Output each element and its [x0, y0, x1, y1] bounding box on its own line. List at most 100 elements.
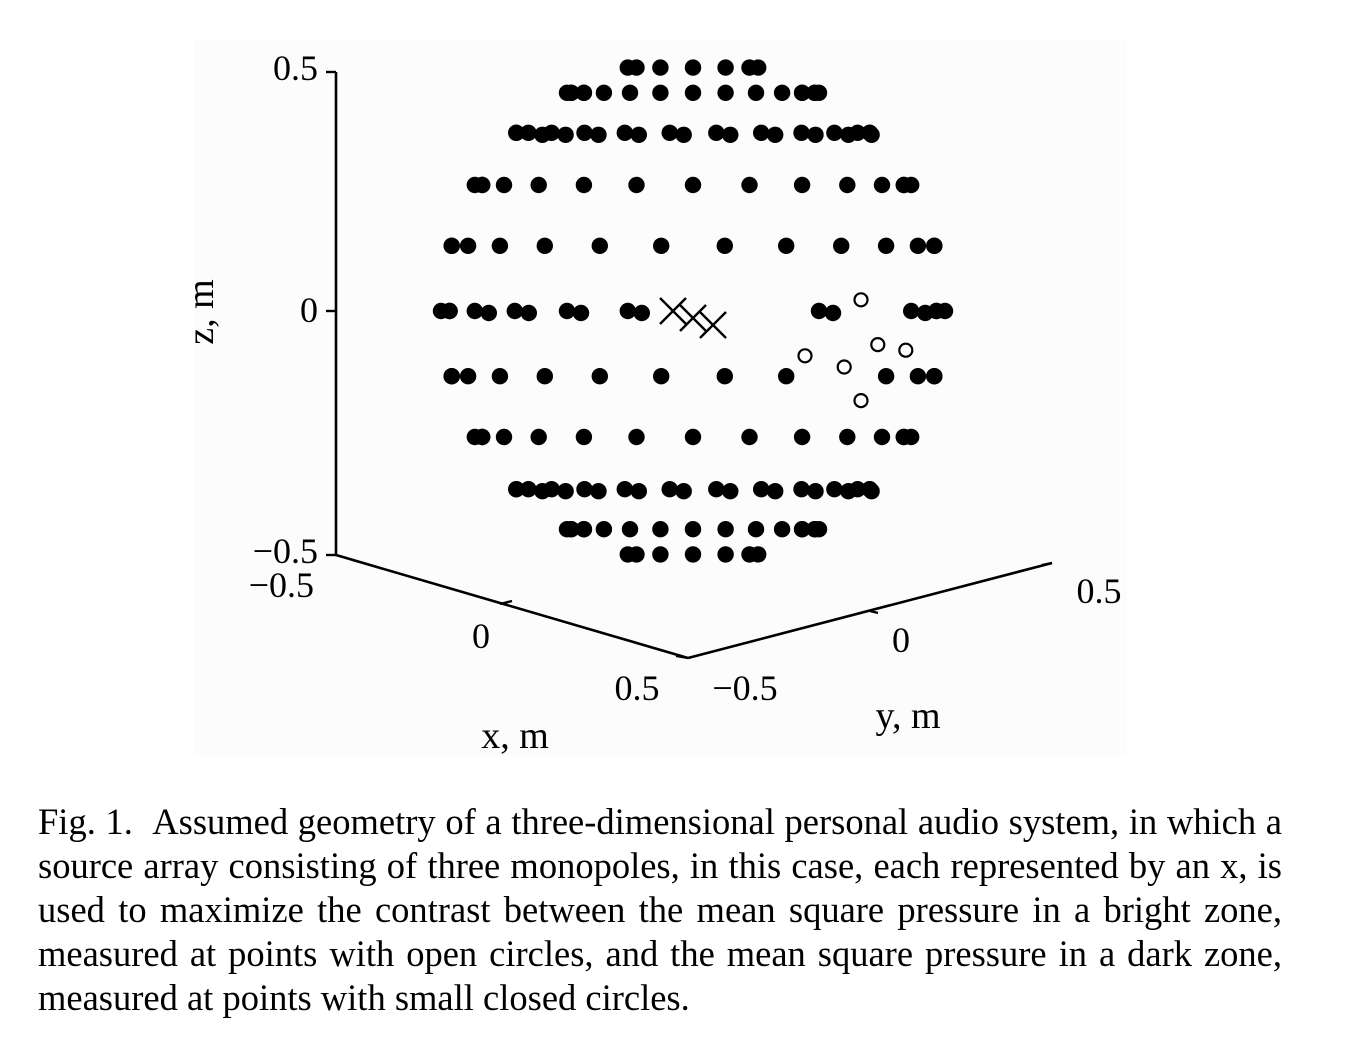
y-axis-label: y, m	[875, 695, 940, 737]
dark-zone-point	[793, 481, 810, 498]
dark-zone-point	[675, 126, 692, 143]
source-monopole-marker	[659, 297, 687, 325]
dark-zone-point	[480, 304, 497, 322]
x-tick-mid	[499, 599, 513, 606]
dark-zone-point	[443, 237, 460, 254]
dark-zone-point	[684, 428, 702, 446]
dark-zone-point	[684, 59, 702, 76]
dark-zone-point	[833, 237, 850, 254]
dark-zone-point	[575, 176, 593, 194]
dark-zone-point	[684, 176, 702, 194]
dark-zone-point	[633, 304, 650, 322]
z-tick-label-bottom: −0.5	[253, 531, 318, 571]
dark-zone-point	[661, 124, 678, 141]
dark-zone-point	[628, 59, 645, 76]
source-monopole-marker	[699, 311, 727, 339]
dark-zone-point	[590, 483, 607, 500]
dark-zone-point	[543, 481, 560, 498]
y-tick-label-end: 0.5	[1077, 571, 1122, 611]
dark-zone-point	[747, 84, 765, 102]
dark-zone-point	[926, 368, 943, 385]
scatter-3d-plot: 0.5 0 −0.5 −0.5 0 0.5 −0.5 0 0.5 x, m y,…	[180, 48, 1122, 757]
dark-zone-point	[810, 302, 828, 320]
x-tick-label-end: 0.5	[615, 668, 660, 708]
dark-zone-point	[839, 176, 856, 194]
caption-text: Assumed geometry of a three-dimensional …	[38, 801, 1283, 1018]
dark-zone-point	[793, 176, 811, 194]
dark-zone-point	[653, 368, 670, 385]
dark-zone-point	[778, 368, 795, 385]
caption-label: Fig. 1.	[38, 801, 133, 842]
dark-zone-point	[459, 237, 477, 254]
z-tick-label-top: 0.5	[273, 48, 318, 88]
dark-zone-point	[716, 237, 733, 254]
dark-zone-point	[557, 126, 574, 143]
dark-zone-point	[591, 368, 608, 385]
dark-zone-point	[684, 521, 702, 538]
dark-zone-point	[628, 176, 645, 194]
dark-zone-point	[520, 124, 537, 141]
dark-zone-point	[591, 237, 608, 254]
bright-zone-point	[853, 393, 869, 409]
dark-zone-point	[849, 124, 866, 141]
dark-zone-point	[741, 176, 758, 194]
dark-zone-point	[684, 546, 702, 563]
dark-zone-point	[459, 368, 477, 385]
dark-zone-point	[716, 368, 733, 385]
dark-zone-point	[895, 428, 912, 446]
dark-zone-point	[520, 304, 537, 322]
dark-zone-point	[873, 428, 891, 446]
data-marks	[432, 59, 954, 563]
dark-zone-point	[767, 483, 784, 500]
dark-zone-point	[652, 59, 669, 76]
dark-zone-point	[708, 124, 725, 141]
plot-panel	[195, 40, 1127, 755]
figure: 0.5 0 −0.5 −0.5 0 0.5 −0.5 0 0.5 x, m y,…	[180, 40, 1127, 757]
dark-zone-point	[717, 84, 734, 102]
dark-zone-point	[793, 84, 811, 102]
dark-zone-point	[807, 483, 824, 500]
dark-zone-point	[575, 521, 593, 538]
dark-zone-point	[557, 483, 574, 500]
x-tick-end	[675, 654, 689, 660]
y-tick-mid	[869, 609, 879, 615]
dark-zone-point	[575, 84, 593, 102]
dark-zone-point	[558, 302, 576, 320]
dark-zone-point	[684, 84, 702, 102]
dark-zone-point	[590, 126, 607, 143]
dark-zone-point	[595, 84, 613, 102]
figure-caption: Fig. 1. Assumed geometry of a three-dime…	[38, 800, 1282, 1020]
dark-zone-point	[536, 368, 553, 385]
dark-zone-point	[708, 481, 725, 498]
dark-zone-point	[773, 84, 791, 102]
dark-zone-point	[793, 124, 810, 141]
dark-zone-point	[826, 481, 843, 498]
dark-zone-point	[793, 428, 811, 446]
dark-zone-point	[466, 302, 483, 320]
dark-zone-point	[619, 302, 636, 320]
dark-zone-point	[767, 126, 784, 143]
dark-zone-point	[861, 481, 878, 498]
dark-zone-point	[806, 84, 823, 102]
dark-zone-point	[675, 483, 692, 500]
dark-zone-point	[753, 124, 770, 141]
dark-zone-point	[563, 84, 580, 102]
dark-zone-point	[628, 546, 645, 563]
dark-zone-point	[661, 481, 678, 498]
dark-zone-point	[753, 481, 770, 498]
dark-zone-point	[806, 521, 823, 538]
dark-zone-point	[877, 368, 895, 385]
dark-zone-point	[628, 428, 645, 446]
dark-zone-point	[520, 481, 537, 498]
dark-zone-point	[824, 304, 842, 322]
dark-zone-point	[506, 302, 523, 320]
dark-zone-point	[572, 304, 590, 322]
dark-zone-point	[543, 124, 560, 141]
bright-zone-point	[797, 348, 813, 364]
dark-zone-point	[722, 126, 739, 143]
dark-zone-point	[575, 428, 593, 446]
dark-zone-point	[926, 237, 943, 254]
dark-zone-point	[630, 483, 647, 500]
bright-zone-point	[836, 359, 852, 375]
dark-zone-point	[873, 176, 891, 194]
